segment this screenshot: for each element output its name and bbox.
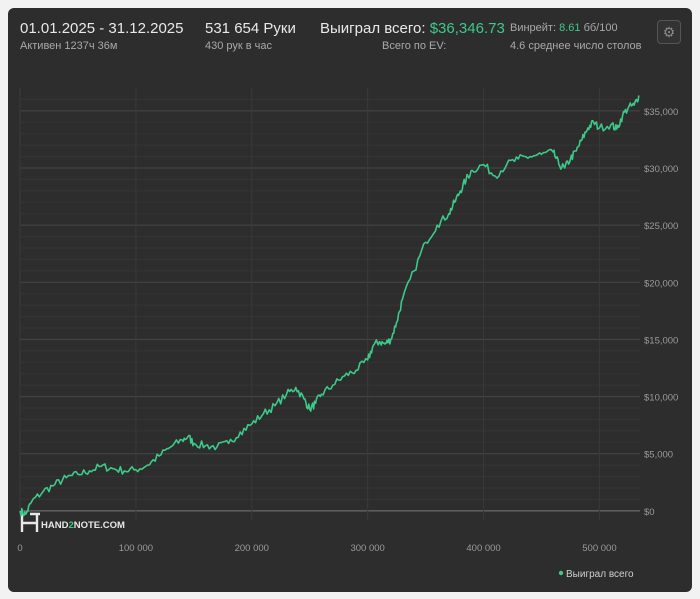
x-tick-label: 400 000: [466, 543, 500, 554]
x-tick-label: 300 000: [350, 543, 384, 554]
hand2note-logo: HAND2NOTE.COM: [20, 512, 125, 532]
legend-dot-icon: [558, 570, 564, 576]
winrate-label: Винрейт:: [510, 22, 557, 34]
tables-avg: 4.6 среднее число столов: [510, 40, 642, 52]
date-range[interactable]: 01.01.2025 - 31.12.2025: [20, 20, 184, 37]
winnings-chart: $0 $5,000 $10,000 $15,000 $20,000 $25,000 $30,…: [17, 88, 678, 580]
y-tick-label: $35,000: [644, 107, 678, 118]
x-axis: 0 100 000 200 000 300 000 400 000 500 000: [17, 543, 616, 554]
winrate: Винрейт: 8.61 бб/100: [510, 22, 618, 34]
winrate-unit: бб/100: [583, 22, 618, 34]
legend-label: Выиграл всего: [566, 569, 634, 580]
x-tick-label: 200 000: [235, 543, 269, 554]
y-tick-label: $30,000: [644, 164, 678, 175]
x-tick-label: 0: [17, 543, 22, 554]
y-tick-label: $10,000: [644, 393, 678, 404]
y-tick-label: $20,000: [644, 278, 678, 289]
gear-icon[interactable]: ⚙: [657, 20, 681, 44]
ev-label: Всего по EV:: [382, 40, 447, 52]
active-time: Активен 1237ч 36м: [20, 40, 118, 52]
logo-mark-icon: [20, 514, 39, 532]
grid-lines: [19, 88, 640, 520]
series-line-won-total: [19, 95, 640, 517]
graph-panel: 01.01.2025 - 31.12.2025 Активен 1237ч 36…: [8, 8, 692, 592]
won-label: Выиграл всего:: [320, 20, 426, 37]
x-tick-label: 500 000: [582, 543, 616, 554]
won-value: $36,346.73: [429, 20, 505, 37]
y-tick-label: $0: [644, 507, 655, 518]
y-axis: $0 $5,000 $10,000 $15,000 $20,000 $25,000 $30,…: [644, 107, 678, 518]
y-tick-label: $5,000: [644, 450, 673, 461]
logo-text: HAND2NOTE.COM: [41, 520, 125, 531]
y-tick-label: $25,000: [644, 221, 678, 232]
won-total: Выиграл всего: $36,346.73: [320, 20, 505, 37]
x-tick-label: 100 000: [119, 543, 153, 554]
legend[interactable]: Выиграл всего: [558, 569, 634, 580]
hands-count: 531 654 Руки: [205, 20, 296, 37]
winrate-value: 8.61: [559, 22, 581, 34]
hands-per-hour: 430 рук в час: [205, 40, 273, 52]
y-tick-label: $15,000: [644, 335, 678, 346]
